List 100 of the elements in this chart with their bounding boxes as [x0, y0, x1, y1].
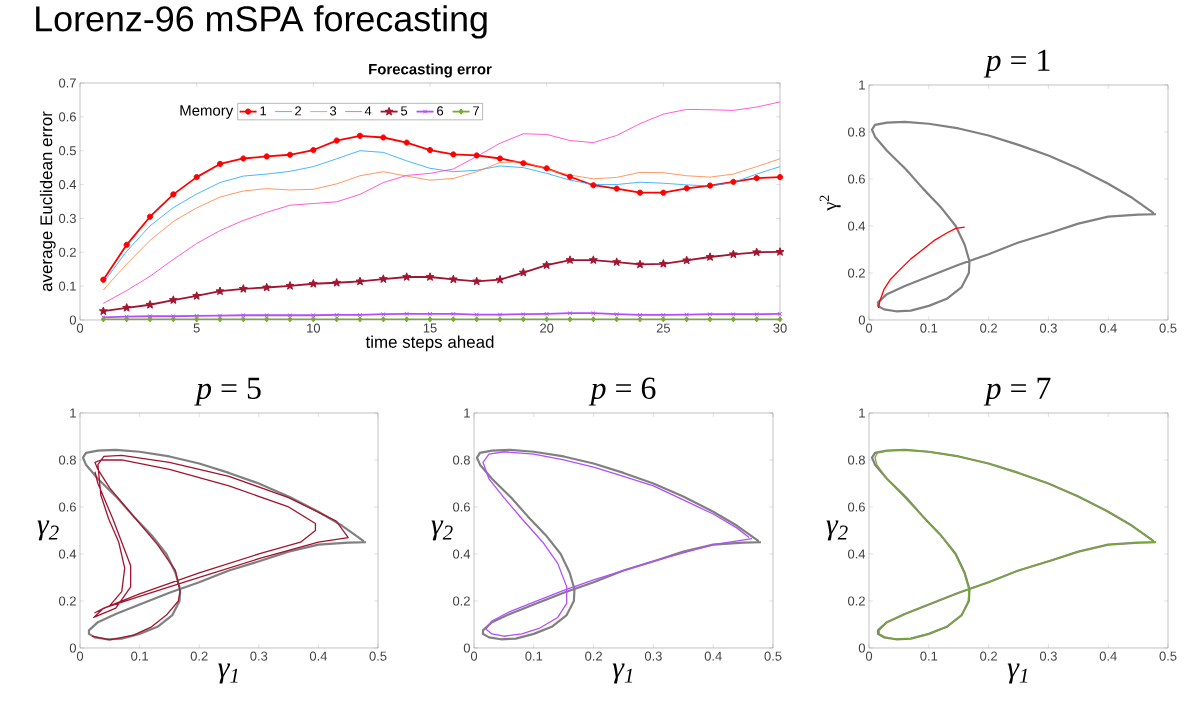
point [287, 312, 293, 318]
point [637, 316, 643, 323]
x-tick-label: 10 [307, 323, 321, 333]
point [567, 310, 573, 316]
y-tick-label: 1 [464, 408, 470, 418]
point [543, 165, 550, 172]
y-tick-label: 0.2 [847, 268, 865, 278]
x-axis-title: time steps ahead [365, 335, 494, 352]
x-axis-title: γ$_{1}$ [1007, 663, 1028, 684]
point [521, 311, 526, 317]
point [754, 316, 760, 323]
point [661, 312, 666, 318]
point [451, 311, 456, 317]
point [495, 275, 505, 284]
point [753, 175, 760, 182]
point [404, 316, 410, 323]
point [240, 316, 246, 323]
point [660, 316, 666, 323]
x-tick-label: 0 [76, 651, 84, 661]
point [216, 160, 224, 167]
y-tick-label: 0 [69, 315, 76, 325]
point [730, 178, 737, 185]
point [707, 316, 713, 323]
legend-label: 4 [364, 106, 372, 116]
point [334, 312, 340, 318]
y-tick-label: 0 [69, 643, 76, 653]
y-tick-label: 0.4 [58, 549, 77, 559]
point [404, 311, 410, 317]
point [474, 312, 480, 317]
legend-label: 5 [400, 106, 408, 116]
point [122, 303, 132, 312]
point [334, 316, 340, 323]
y-tick-label: 0.6 [847, 174, 865, 184]
point [286, 151, 294, 158]
point [357, 316, 363, 323]
x-tick-label: 0.2 [190, 651, 208, 661]
point [566, 173, 574, 180]
point [754, 311, 760, 317]
point [310, 146, 317, 154]
y-tick-label: 0.8 [58, 455, 76, 465]
y-axis-title: γ$_{2}$ [37, 520, 59, 541]
point [776, 174, 784, 181]
point [448, 274, 458, 284]
point [194, 313, 200, 319]
point [497, 316, 503, 323]
legend-title: Memory [180, 105, 234, 119]
point [425, 272, 435, 281]
point [262, 282, 272, 292]
x-tick-label: 15 [423, 323, 437, 333]
y-tick-label: 1 [70, 408, 76, 418]
point [542, 260, 552, 270]
point [332, 278, 342, 287]
point [217, 313, 223, 318]
y-tick-label: 1 [859, 80, 865, 90]
point [520, 160, 527, 167]
y-tick-label: 0.2 [847, 596, 865, 606]
point [474, 316, 480, 323]
point [752, 247, 762, 257]
x-axis-title: γ$_{1}$ [612, 663, 633, 684]
point [333, 137, 340, 144]
point [590, 182, 597, 189]
point [567, 316, 573, 323]
x-tick-label: 0.2 [980, 651, 997, 661]
legend-label: 2 [295, 106, 302, 116]
y-tick-label: 0 [463, 643, 470, 653]
point [591, 310, 596, 316]
y-axis-title: γ$_{2}$ [826, 520, 848, 541]
point [684, 316, 690, 323]
y-tick-label: 0.5 [58, 146, 76, 156]
x-tick-label: 5 [193, 323, 200, 333]
x-tick-label: 0.3 [250, 651, 268, 661]
point [613, 185, 620, 192]
point [146, 213, 154, 220]
y-axis-title: average Euclidean error [39, 111, 56, 292]
point [520, 316, 526, 323]
point [497, 312, 503, 317]
x-tick-label: 30 [773, 323, 787, 333]
point [544, 311, 550, 317]
point [588, 255, 598, 264]
point [357, 312, 363, 318]
y-tick-label: 0.4 [58, 179, 77, 190]
point [194, 316, 200, 323]
y-tick-label: 0.2 [452, 596, 470, 606]
y-tick-label: 0.4 [847, 549, 866, 559]
point [775, 247, 785, 256]
point [356, 132, 364, 139]
point [355, 276, 365, 286]
x-tick-label: 20 [540, 323, 554, 333]
point [777, 316, 783, 323]
point [450, 151, 457, 158]
point [193, 174, 200, 181]
point [147, 316, 153, 323]
point [683, 185, 690, 192]
y-tick-label: 0.6 [847, 502, 865, 512]
point [728, 249, 738, 259]
point [684, 312, 690, 317]
point [707, 311, 713, 317]
point [682, 255, 692, 265]
point [241, 312, 246, 318]
point [635, 259, 645, 269]
